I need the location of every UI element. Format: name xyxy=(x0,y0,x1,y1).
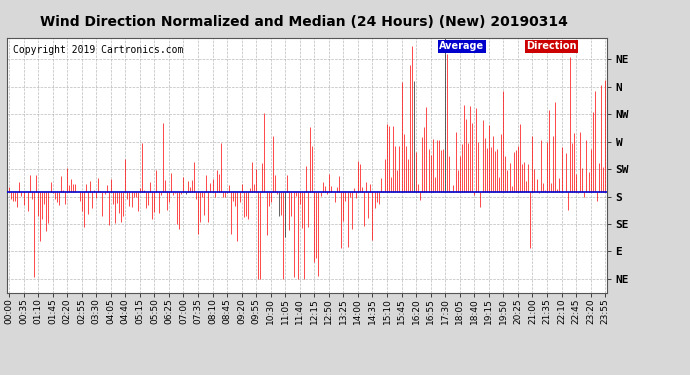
Text: Wind Direction Normalized and Median (24 Hours) (New) 20190314: Wind Direction Normalized and Median (24… xyxy=(39,15,568,29)
Text: Copyright 2019 Cartronics.com: Copyright 2019 Cartronics.com xyxy=(13,45,184,55)
Text: Average: Average xyxy=(439,41,484,51)
Text: Direction: Direction xyxy=(526,41,577,51)
